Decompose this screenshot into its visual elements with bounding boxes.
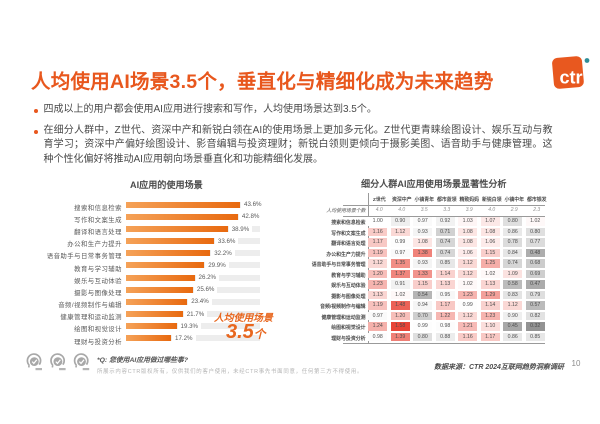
svg-text:ctr: ctr (559, 68, 582, 88)
